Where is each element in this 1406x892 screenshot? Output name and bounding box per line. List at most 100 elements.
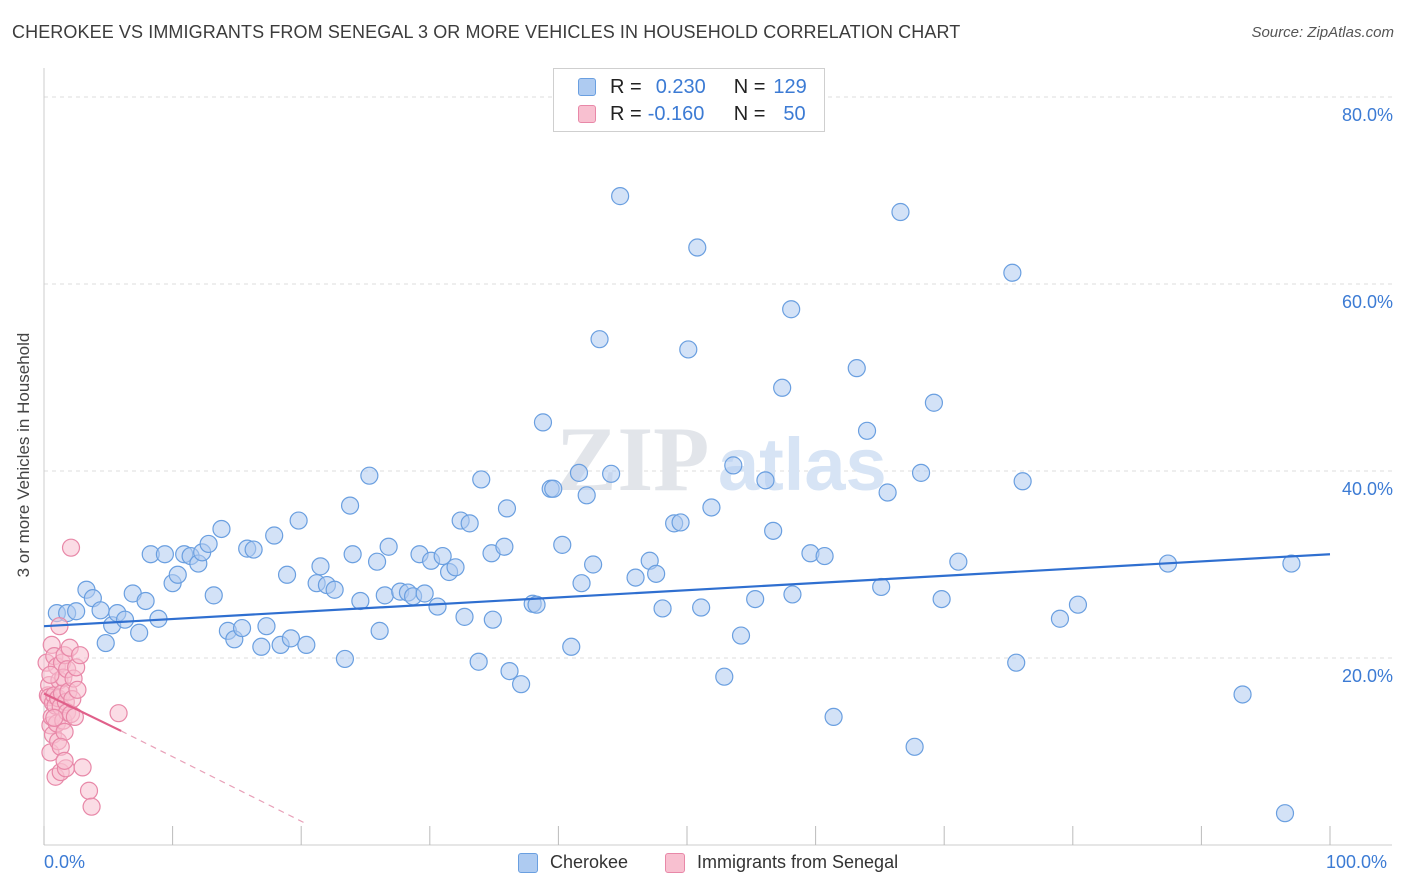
cherokee-point — [446, 558, 465, 577]
cherokee-point — [136, 591, 155, 611]
source-label: Source: ZipAtlas.com — [1251, 24, 1394, 41]
cherokee-point — [1068, 595, 1088, 614]
legend-r-value: 0.230 — [655, 75, 706, 98]
cherokee-point — [252, 637, 271, 656]
bottom-legend-swatch-cherokee — [518, 852, 538, 873]
x-max-label: 100.0% — [1326, 852, 1388, 872]
cherokee-point — [96, 633, 115, 653]
cherokee-point — [311, 557, 330, 576]
bottom-legend-senegal: Immigrants from Senegal — [665, 852, 898, 873]
cherokee-point — [746, 589, 765, 609]
senegal-point — [109, 704, 128, 723]
cherokee-point — [415, 584, 434, 603]
cherokee-point — [1282, 554, 1301, 573]
cherokee-point — [878, 483, 897, 502]
cherokee-point — [1013, 472, 1032, 491]
cherokee-point — [1050, 609, 1070, 628]
cherokee-point — [460, 514, 479, 533]
y-tick-label: 40.0% — [1341, 479, 1393, 499]
senegal-point — [70, 646, 90, 665]
legend-r-label: R = — [610, 75, 642, 98]
cherokee-point — [688, 238, 707, 257]
cherokee-point — [351, 591, 370, 611]
series-cherokee — [47, 187, 1301, 823]
watermark: ZIP atlas — [556, 408, 887, 510]
cherokee-point — [379, 537, 398, 556]
cherokee-point — [257, 617, 276, 636]
senegal-trend-extension — [120, 730, 308, 825]
legend-n-value: 50 — [783, 102, 806, 125]
cherokee-point — [773, 378, 792, 397]
cherokee-point — [569, 463, 589, 482]
cherokee-point — [360, 466, 379, 485]
cherokee-point — [857, 421, 877, 440]
senegal-point — [45, 708, 64, 727]
cherokee-point — [340, 496, 360, 515]
cherokee-point — [527, 595, 546, 614]
senegal-point — [82, 797, 101, 816]
cherokee-point — [1233, 685, 1252, 704]
cherokee-point — [932, 589, 951, 609]
legend: R = 0.230 N = 129 R = -0.160 N = 50 — [553, 68, 825, 132]
bottom-legend: Cherokee Immigrants from Senegal — [0, 852, 1406, 876]
cherokee-point — [204, 586, 223, 605]
y-axis-label: 3 or more Vehicles in Household — [14, 332, 33, 578]
cherokee-point — [602, 464, 621, 483]
cherokee-point — [232, 618, 252, 638]
cherokee-point — [212, 519, 231, 539]
cherokee-point — [199, 534, 218, 554]
senegal-point — [55, 751, 74, 770]
cherokee-point — [500, 661, 519, 681]
series-senegal — [37, 538, 128, 816]
cherokee-point — [611, 187, 630, 206]
cherokee-point — [67, 602, 86, 621]
cherokee-point — [692, 598, 711, 617]
cherokee-point — [483, 610, 502, 629]
cherokee-point — [872, 577, 891, 597]
cherokee-point — [91, 601, 110, 620]
cherokee-point — [469, 652, 488, 671]
cherokee-point — [168, 565, 187, 584]
cherokee-point — [905, 737, 924, 756]
cherokee-point — [553, 535, 572, 554]
cherokee-point — [1275, 804, 1295, 823]
legend-row-cherokee: R = 0.230 N = 129 — [578, 75, 807, 99]
cherokee-point — [544, 479, 563, 498]
cherokee-point — [265, 526, 284, 545]
cherokee-point — [155, 545, 174, 564]
cherokee-point — [244, 540, 263, 559]
cherokee-point — [824, 707, 843, 727]
legend-r-label: R = — [610, 102, 642, 125]
watermark-atlas: atlas — [718, 423, 887, 506]
cherokee-point — [924, 393, 944, 412]
senegal-point — [73, 758, 92, 777]
senegal-point — [41, 665, 60, 684]
cherokee-point — [367, 552, 387, 571]
cherokee-point — [433, 546, 452, 566]
cherokee-point — [325, 580, 344, 599]
cherokee-point — [495, 537, 514, 556]
cherokee-point — [289, 511, 308, 530]
senegal-point — [61, 538, 81, 557]
cherokee-point — [281, 629, 301, 648]
cherokee-point — [428, 597, 447, 616]
cherokee-point — [671, 513, 690, 532]
cherokee-point — [572, 574, 591, 593]
legend-r-value: -0.160 — [647, 102, 705, 125]
senegal-trend-line — [43, 692, 122, 732]
legend-swatch-senegal — [578, 105, 596, 123]
bottom-legend-swatch-senegal — [665, 852, 685, 873]
cherokee-point — [702, 498, 721, 517]
cherokee-point — [297, 635, 316, 655]
legend-n-label: N = — [733, 75, 766, 98]
chart-title: CHEROKEE VS IMMIGRANTS FROM SENEGAL 3 OR… — [12, 22, 961, 42]
cherokee-point — [512, 675, 531, 694]
cherokee-point — [455, 607, 474, 626]
trend-lines — [43, 553, 1331, 825]
cherokee-point — [584, 555, 603, 574]
cherokee-point — [562, 637, 581, 656]
x-min-label: 0.0% — [44, 852, 86, 872]
legend-n-label: N = — [733, 102, 766, 125]
legend-swatch-cherokee — [578, 78, 596, 96]
grid-lines — [44, 96, 1392, 659]
